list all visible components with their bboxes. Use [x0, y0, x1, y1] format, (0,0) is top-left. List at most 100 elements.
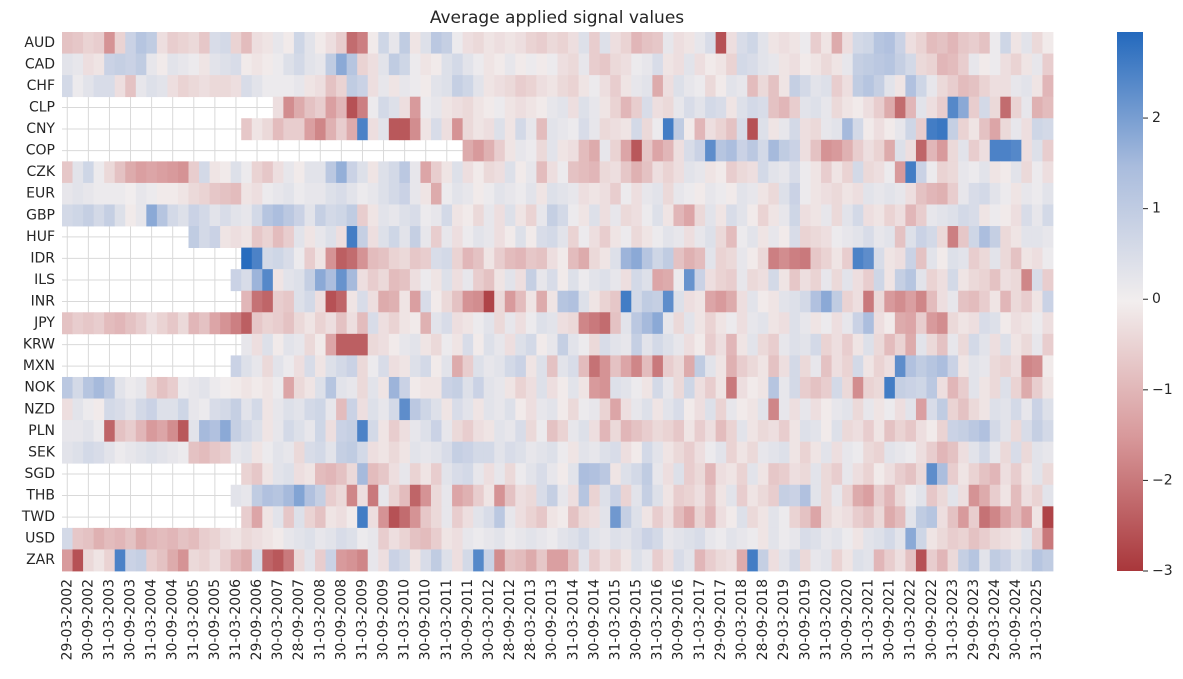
heatmap-cell — [1010, 182, 1022, 205]
heatmap-cell — [483, 182, 495, 205]
heatmap-cell — [799, 463, 811, 486]
heatmap-cell — [188, 182, 200, 205]
heatmap-cell — [778, 247, 790, 270]
heatmap-cell — [673, 312, 685, 335]
heatmap-cell — [810, 118, 822, 141]
heatmap-cell — [62, 161, 73, 184]
heatmap-cell — [873, 53, 885, 76]
heatmap-cell — [610, 226, 622, 248]
heatmap-cell — [810, 441, 822, 464]
heatmap-cell — [768, 376, 780, 399]
x-tick-label: 29-03-2002 — [59, 579, 75, 660]
heatmap-cell — [620, 161, 632, 184]
heatmap-cell — [1010, 441, 1022, 464]
y-tick-label: IDR — [30, 250, 55, 266]
heatmap-cell — [905, 247, 917, 270]
heatmap-cell — [684, 549, 695, 572]
heatmap-cell — [283, 355, 295, 378]
heatmap-cell — [430, 204, 442, 227]
heatmap-cell — [810, 355, 822, 378]
heatmap-cell — [631, 161, 643, 184]
heatmap-cell — [684, 32, 695, 54]
heatmap-cell — [705, 161, 717, 184]
heatmap-cell — [388, 118, 400, 141]
heatmap-cell — [357, 484, 369, 507]
heatmap-cell — [778, 549, 790, 572]
heatmap-cell — [357, 53, 369, 76]
heatmap-cell — [694, 269, 706, 292]
heatmap-cell — [747, 139, 759, 162]
heatmap-cell — [620, 53, 632, 76]
heatmap-cell — [715, 53, 727, 76]
heatmap-cell — [662, 226, 674, 248]
heatmap-cell — [272, 226, 284, 248]
heatmap-cell — [873, 463, 885, 486]
heatmap-cell — [757, 118, 769, 141]
heatmap-cell — [937, 398, 948, 421]
heatmap-cell — [83, 441, 95, 464]
heatmap-cell — [852, 484, 864, 507]
heatmap-cell — [420, 333, 432, 356]
heatmap-cell — [915, 75, 927, 98]
heatmap-cell — [536, 398, 548, 421]
heatmap-cell — [1000, 420, 1012, 443]
heatmap-cell — [251, 75, 263, 98]
heatmap-cell — [694, 290, 706, 313]
heatmap-cell — [62, 527, 73, 550]
heatmap-cell — [1042, 96, 1054, 119]
heatmap-cell — [209, 398, 221, 421]
heatmap-cell — [915, 290, 927, 313]
heatmap-cell — [1000, 161, 1012, 184]
heatmap-cell — [388, 247, 400, 270]
heatmap-cell — [462, 32, 474, 54]
heatmap-cell — [926, 527, 938, 550]
heatmap-cell — [757, 484, 769, 507]
heatmap-cell — [1010, 527, 1022, 550]
heatmap-cell — [863, 139, 875, 162]
heatmap-cell — [568, 527, 579, 550]
x-tick-label: 29-03-2019 — [776, 579, 792, 660]
heatmap-cell — [799, 333, 811, 356]
heatmap-cell — [262, 463, 274, 486]
heatmap-cell — [873, 506, 885, 529]
heatmap-cell — [852, 269, 864, 292]
heatmap-cell — [578, 290, 590, 313]
heatmap-cell — [336, 118, 348, 141]
heatmap-cell — [293, 420, 305, 443]
heatmap-cell — [325, 204, 337, 227]
heatmap-cell — [272, 484, 284, 507]
heatmap-cell — [694, 441, 706, 464]
heatmap-cell — [747, 312, 759, 335]
heatmap-cell — [83, 376, 95, 399]
heatmap-cell — [947, 204, 959, 227]
heatmap-cell — [568, 204, 579, 227]
heatmap-cell — [430, 312, 442, 335]
heatmap-cell — [736, 506, 748, 529]
heatmap-cell — [684, 247, 695, 270]
x-tick-label: 28-09-2018 — [755, 579, 771, 660]
heatmap-cell — [831, 420, 843, 443]
heatmap-cell — [441, 290, 453, 313]
heatmap-cell — [736, 75, 748, 98]
heatmap-cell — [272, 420, 284, 443]
heatmap-cell — [72, 420, 84, 443]
heatmap-cell — [799, 290, 811, 313]
heatmap-cell — [483, 355, 495, 378]
heatmap-cell — [536, 247, 548, 270]
heatmap-cell — [863, 333, 875, 356]
heatmap-cell — [1021, 506, 1033, 529]
heatmap-cell — [462, 204, 474, 227]
heatmap-cell — [789, 312, 801, 335]
heatmap-cell — [705, 32, 717, 54]
heatmap-cell — [905, 420, 917, 443]
heatmap-cell — [1010, 463, 1022, 486]
heatmap-cell — [388, 441, 400, 464]
heatmap-cell — [831, 333, 843, 356]
heatmap-cell — [705, 463, 717, 486]
heatmap-cell — [557, 53, 569, 76]
heatmap-cell — [968, 226, 980, 248]
heatmap-cell — [504, 506, 516, 529]
heatmap-cell — [768, 398, 780, 421]
heatmap-cell — [473, 161, 485, 184]
heatmap-cell — [104, 312, 116, 335]
